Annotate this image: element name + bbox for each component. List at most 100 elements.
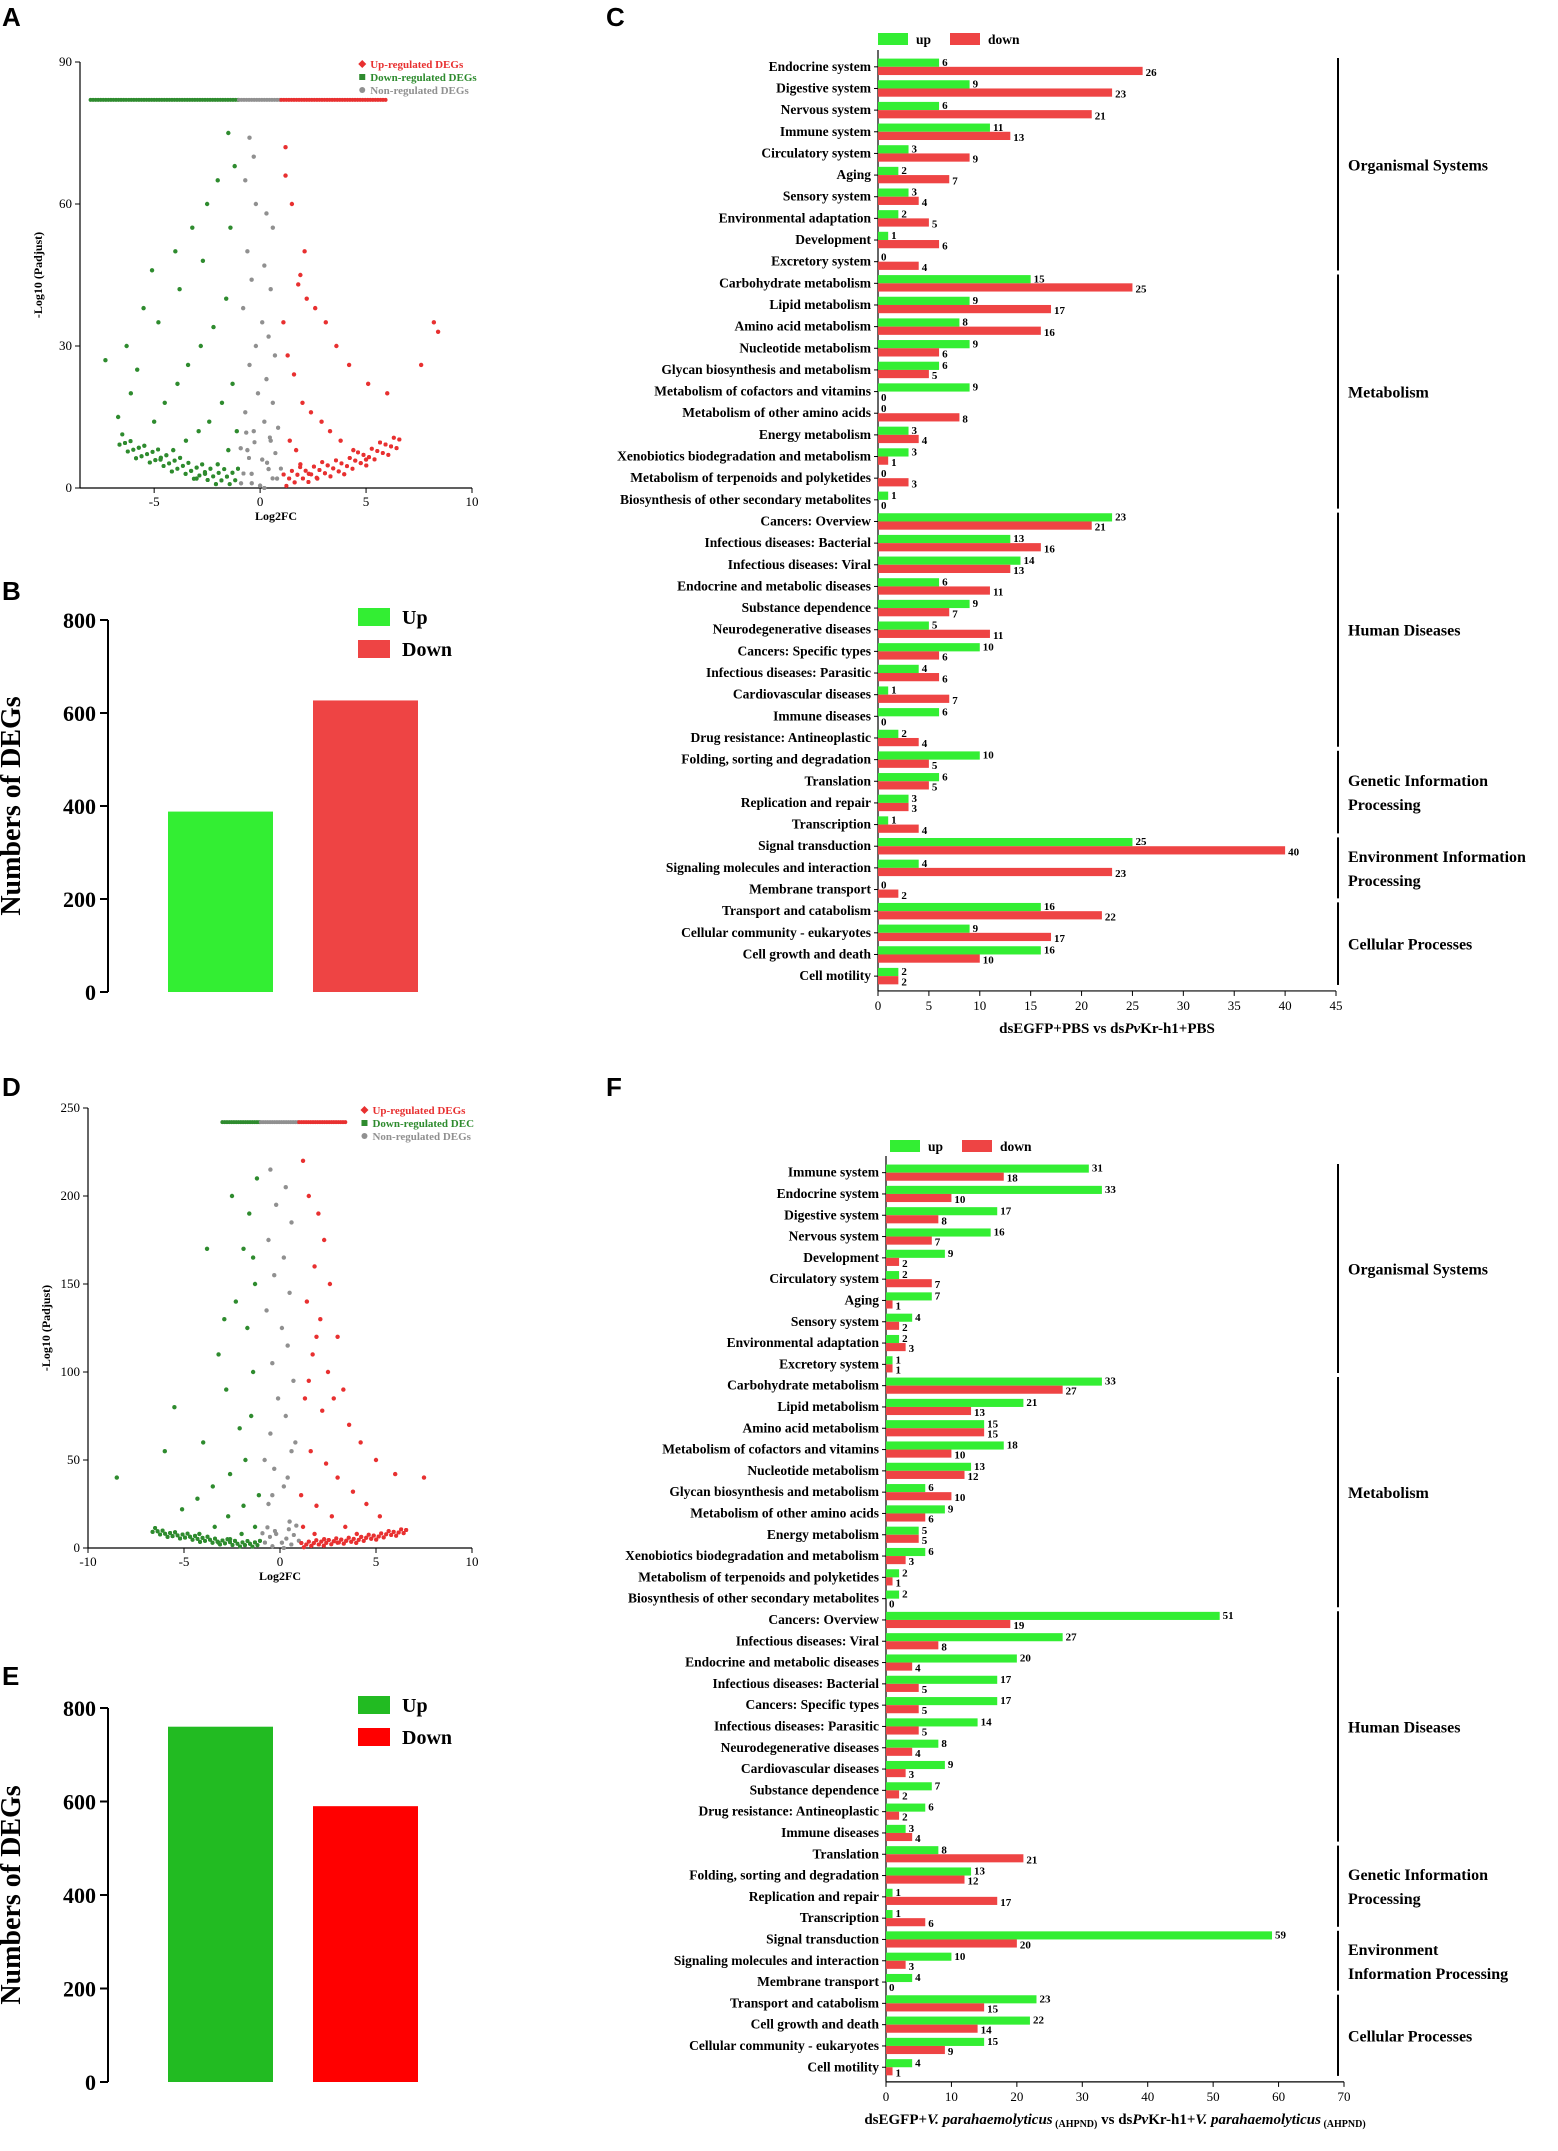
down-value-label: 6 — [942, 652, 948, 664]
down-deg-point — [200, 462, 205, 467]
up-bar — [886, 1313, 913, 1322]
down-value-label: 6 — [928, 1514, 934, 1526]
down-value-label: 9 — [973, 154, 979, 166]
up-deg-point — [321, 1237, 327, 1243]
up-deg-point — [304, 296, 309, 301]
down-value-label: 0 — [881, 717, 887, 729]
non-deg-point — [262, 1457, 267, 1463]
down-value-label: 8 — [962, 413, 968, 425]
down-deg-point — [220, 1538, 225, 1543]
down-deg-point — [173, 1530, 178, 1535]
category-label: Infectious diseases: Bacterial — [713, 1676, 880, 1691]
up-deg-point — [321, 1543, 326, 1548]
non-deg-point — [270, 1493, 275, 1498]
down-bar — [886, 1619, 1011, 1629]
down-value-label: 3 — [909, 1556, 915, 1568]
non-deg-point — [289, 1542, 294, 1547]
down-bar — [878, 348, 940, 357]
up-deg-point — [397, 437, 402, 442]
down-bar — [886, 1854, 1024, 1863]
down-bar — [886, 2024, 978, 2033]
up-value-label: 14 — [1023, 555, 1035, 567]
up-bar — [878, 513, 1113, 522]
down-bar — [886, 1513, 926, 1522]
up-bar — [886, 1292, 932, 1301]
up-deg-point — [361, 452, 366, 457]
non-deg-point — [264, 211, 269, 216]
up-deg-point — [327, 1281, 333, 1287]
up-deg-point — [283, 173, 288, 178]
non-deg-point — [287, 1519, 292, 1524]
down-deg-point — [202, 471, 208, 476]
down-bar — [886, 2045, 945, 2055]
up-bar — [886, 1718, 978, 1727]
x-tick-label: 30 — [1076, 2089, 1089, 2104]
down-bar — [878, 824, 919, 833]
up-value-label: 23 — [1039, 1993, 1051, 2005]
up-value-label: 17 — [1000, 1674, 1012, 1686]
non-deg-point — [289, 1220, 294, 1225]
category-label: Metabolism of cofactors and vitamins — [654, 384, 871, 399]
up-value-label: 6 — [942, 771, 948, 783]
down-value-label: 5 — [922, 1684, 928, 1696]
up-bar — [878, 729, 899, 738]
down-deg-point — [226, 447, 231, 453]
up-value-label: 9 — [973, 295, 979, 307]
up-bar — [886, 1952, 952, 1961]
up-deg-point — [353, 458, 358, 463]
legend-marker-down — [359, 74, 366, 80]
down-deg-point — [252, 1540, 257, 1545]
down-value-label: 10 — [954, 1450, 966, 1462]
up-value-label: 0 — [881, 880, 887, 892]
down-bar — [886, 1811, 900, 1820]
category-label: Membrane transport — [749, 882, 871, 897]
legend-swatch-up — [358, 608, 390, 626]
up-deg-point — [326, 1538, 331, 1543]
down-value-label: 4 — [915, 1748, 921, 1760]
category-label: Substance dependence — [750, 1782, 879, 1797]
x-tick-label: 70 — [1338, 2089, 1351, 2104]
down-deg-point — [252, 1524, 258, 1530]
up-value-label: 15 — [987, 2036, 999, 2048]
down-deg-point — [252, 1281, 258, 1287]
legend-marker-up — [360, 1106, 369, 1114]
down-bar — [878, 521, 1092, 530]
up-deg-point — [343, 1524, 348, 1530]
down-value-label: 9 — [948, 2046, 954, 2058]
down-bar — [886, 1257, 900, 1266]
down-value-label: 4 — [922, 738, 928, 750]
non-deg-point — [270, 1544, 275, 1549]
up-deg-point — [349, 1539, 354, 1544]
down-bar — [886, 1215, 939, 1224]
up-deg-point — [376, 1534, 381, 1539]
down-deg-point — [123, 440, 128, 445]
non-deg-point — [278, 466, 283, 471]
y-tick-label: 0 — [66, 480, 73, 495]
down-value-label: 3 — [912, 803, 918, 815]
legend-swatch-down — [950, 33, 980, 45]
up-value-label: 7 — [935, 1780, 941, 1792]
up-deg-point — [292, 480, 297, 485]
legend-label: Non-regulated DEGs — [370, 85, 469, 97]
category-label: Metabolism of other amino acids — [682, 405, 871, 420]
category-label: Nucleotide metabolism — [747, 1463, 879, 1478]
non-deg-point — [253, 343, 259, 349]
category-label: Immune diseases — [773, 708, 871, 723]
down-bar — [878, 196, 919, 205]
up-value-label: 11 — [993, 122, 1003, 134]
up-bar — [886, 1334, 900, 1344]
down-deg-point — [233, 1299, 239, 1304]
category-label: Transport and catabolism — [730, 1995, 880, 2010]
legend-swatch-down — [358, 640, 390, 658]
up-deg-point — [302, 249, 307, 254]
down-bar — [878, 218, 929, 227]
category-label: Xenobiotics biodegradation and metabolis… — [625, 1548, 880, 1563]
down-value-label: 7 — [935, 1279, 941, 1291]
up-value-label: 2 — [901, 966, 907, 978]
up-deg-point — [336, 469, 341, 474]
non-deg-point — [281, 1484, 287, 1489]
down-value-label: 11 — [993, 587, 1003, 599]
down-deg-point — [216, 470, 221, 475]
down-deg-point — [200, 258, 206, 263]
up-deg-point — [320, 1408, 325, 1413]
